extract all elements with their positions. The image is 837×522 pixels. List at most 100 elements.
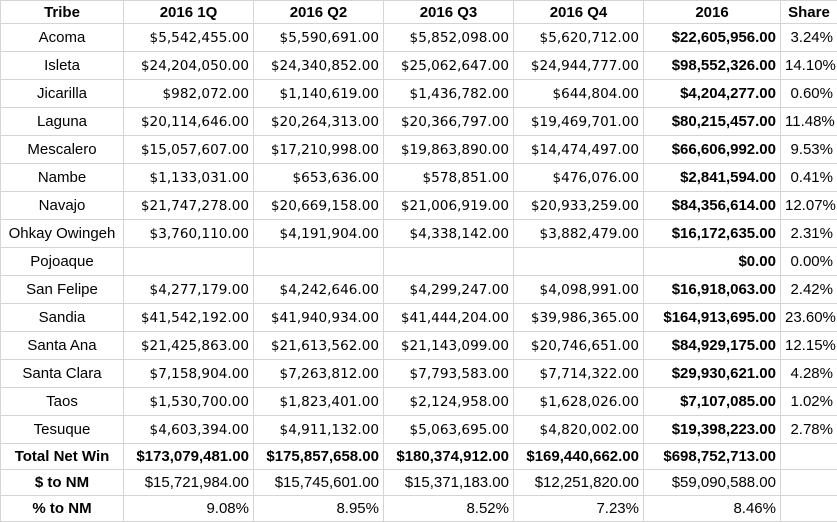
table-row: Santa Ana$21,425,863.00$21,613,562.00$21…	[1, 332, 837, 360]
cell-tribe: Santa Clara	[1, 360, 124, 388]
cell-year-total: $0.00	[644, 248, 781, 276]
dollars-to-nm-row: $ to NM$15,721,984.00$15,745,601.00$15,3…	[1, 470, 837, 496]
cell-q4: $4,098,991.00	[514, 276, 644, 304]
cell-tribe: Laguna	[1, 108, 124, 136]
cell-year-total: $98,552,326.00	[644, 52, 781, 80]
cell-q3: $5,852,098.00	[384, 24, 514, 52]
cell-q2: $24,340,852.00	[254, 52, 384, 80]
cell-share: 11.48%	[781, 108, 837, 136]
cell-tribe: Navajo	[1, 192, 124, 220]
cell-tribe: Ohkay Owingeh	[1, 220, 124, 248]
table-row: Taos$1,530,700.00$1,823,401.00$2,124,958…	[1, 388, 837, 416]
cell-q2: $4,911,132.00	[254, 416, 384, 444]
cell-share: 0.00%	[781, 248, 837, 276]
cell-tribe: % to NM	[1, 496, 124, 522]
cell-q4: $169,440,662.00	[514, 444, 644, 470]
table-row: Nambe$1,133,031.00$653,636.00$578,851.00…	[1, 164, 837, 192]
cell-year-total: $19,398,223.00	[644, 416, 781, 444]
cell-q2: $653,636.00	[254, 164, 384, 192]
cell-tribe: San Felipe	[1, 276, 124, 304]
cell-share: 3.24%	[781, 24, 837, 52]
table-row: Navajo$21,747,278.00$20,669,158.00$21,00…	[1, 192, 837, 220]
cell-tribe: Mescalero	[1, 136, 124, 164]
table-row: Ohkay Owingeh$3,760,110.00$4,191,904.00$…	[1, 220, 837, 248]
cell-q3: $21,143,099.00	[384, 332, 514, 360]
cell-q1: $24,204,050.00	[124, 52, 254, 80]
cell-q2: $17,210,998.00	[254, 136, 384, 164]
cell-q1: $20,114,646.00	[124, 108, 254, 136]
cell-q1: $1,530,700.00	[124, 388, 254, 416]
cell-q1: $4,277,179.00	[124, 276, 254, 304]
cell-year-total: $59,090,588.00	[644, 470, 781, 496]
cell-q2: $4,191,904.00	[254, 220, 384, 248]
cell-year-total: $2,841,594.00	[644, 164, 781, 192]
cell-q3: $41,444,204.00	[384, 304, 514, 332]
table-row: Isleta$24,204,050.00$24,340,852.00$25,06…	[1, 52, 837, 80]
cell-share: 2.78%	[781, 416, 837, 444]
cell-q4: $12,251,820.00	[514, 470, 644, 496]
cell-q1: $21,747,278.00	[124, 192, 254, 220]
cell-q2	[254, 248, 384, 276]
cell-share: 2.42%	[781, 276, 837, 304]
cell-q1: $982,072.00	[124, 80, 254, 108]
cell-q2: $41,940,934.00	[254, 304, 384, 332]
cell-q3: $4,338,142.00	[384, 220, 514, 248]
cell-share: 12.15%	[781, 332, 837, 360]
cell-q2: $15,745,601.00	[254, 470, 384, 496]
cell-q4: $20,746,651.00	[514, 332, 644, 360]
cell-tribe: $ to NM	[1, 470, 124, 496]
cell-q3: $15,371,183.00	[384, 470, 514, 496]
cell-q1: $7,158,904.00	[124, 360, 254, 388]
cell-q3: $4,299,247.00	[384, 276, 514, 304]
cell-q4	[514, 248, 644, 276]
cell-q2: $175,857,658.00	[254, 444, 384, 470]
cell-q3: $20,366,797.00	[384, 108, 514, 136]
cell-share: 14.10%	[781, 52, 837, 80]
cell-tribe: Taos	[1, 388, 124, 416]
cell-q1: $15,721,984.00	[124, 470, 254, 496]
cell-share: 9.53%	[781, 136, 837, 164]
cell-q4: $476,076.00	[514, 164, 644, 192]
total-net-win-row: Total Net Win$173,079,481.00$175,857,658…	[1, 444, 837, 470]
cell-tribe: Isleta	[1, 52, 124, 80]
cell-q4: $1,628,026.00	[514, 388, 644, 416]
cell-tribe: Sandia	[1, 304, 124, 332]
cell-share: 0.41%	[781, 164, 837, 192]
table-row: Santa Clara$7,158,904.00$7,263,812.00$7,…	[1, 360, 837, 388]
header-year-total: 2016	[644, 1, 781, 24]
cell-tribe: Santa Ana	[1, 332, 124, 360]
header-share: Share	[781, 1, 837, 24]
cell-tribe: Total Net Win	[1, 444, 124, 470]
cell-tribe: Acoma	[1, 24, 124, 52]
table-row: Laguna$20,114,646.00$20,264,313.00$20,36…	[1, 108, 837, 136]
cell-year-total: $84,929,175.00	[644, 332, 781, 360]
cell-q2: $1,140,619.00	[254, 80, 384, 108]
table-row: Mescalero$15,057,607.00$17,210,998.00$19…	[1, 136, 837, 164]
cell-q1: $15,057,607.00	[124, 136, 254, 164]
cell-q1: $1,133,031.00	[124, 164, 254, 192]
table-row: Jicarilla$982,072.00$1,140,619.00$1,436,…	[1, 80, 837, 108]
header-tribe: Tribe	[1, 1, 124, 24]
cell-share: 4.28%	[781, 360, 837, 388]
cell-q3: $19,863,890.00	[384, 136, 514, 164]
cell-q4: $3,882,479.00	[514, 220, 644, 248]
cell-tribe: Nambe	[1, 164, 124, 192]
cell-q3: $180,374,912.00	[384, 444, 514, 470]
cell-q3: $578,851.00	[384, 164, 514, 192]
cell-year-total: 8.46%	[644, 496, 781, 522]
table-row: San Felipe$4,277,179.00$4,242,646.00$4,2…	[1, 276, 837, 304]
cell-q1: $4,603,394.00	[124, 416, 254, 444]
cell-share: 1.02%	[781, 388, 837, 416]
cell-year-total: $4,204,277.00	[644, 80, 781, 108]
cell-q1: $41,542,192.00	[124, 304, 254, 332]
header-q1: 2016 1Q	[124, 1, 254, 24]
cell-year-total: $80,215,457.00	[644, 108, 781, 136]
cell-q4: $39,986,365.00	[514, 304, 644, 332]
cell-q3: $1,436,782.00	[384, 80, 514, 108]
table-row: Sandia$41,542,192.00$41,940,934.00$41,44…	[1, 304, 837, 332]
cell-share	[781, 470, 837, 496]
cell-q1: $3,760,110.00	[124, 220, 254, 248]
